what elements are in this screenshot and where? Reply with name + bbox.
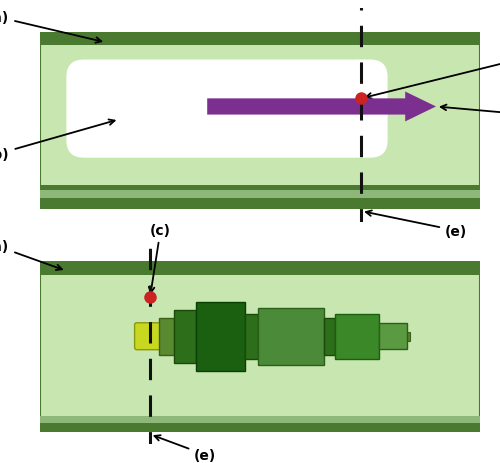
FancyBboxPatch shape [66,60,388,158]
Bar [40,35,480,197]
FancyBboxPatch shape [134,323,161,350]
Bar [258,308,324,365]
Bar [40,263,480,422]
Bar [324,318,335,355]
Bar [335,314,379,359]
Bar [40,261,480,275]
Bar [40,190,480,199]
Text: (a): (a) [0,240,62,270]
Bar [40,186,480,209]
Bar [137,332,409,341]
Text: (c): (c) [149,224,171,293]
Bar [40,417,480,432]
Text: (c): (c) [366,50,500,100]
Bar [174,310,196,363]
Bar [40,33,480,45]
Text: (d): (d) [441,106,500,123]
Text: (a): (a) [0,11,102,44]
Bar [244,314,258,359]
FancyArrow shape [207,92,436,122]
Text: (b): (b) [0,120,114,161]
Text: (e): (e) [366,211,467,238]
Bar [379,324,408,350]
Bar [196,302,244,371]
Bar [159,318,174,355]
Bar [40,416,480,423]
Text: (e): (e) [154,435,216,462]
